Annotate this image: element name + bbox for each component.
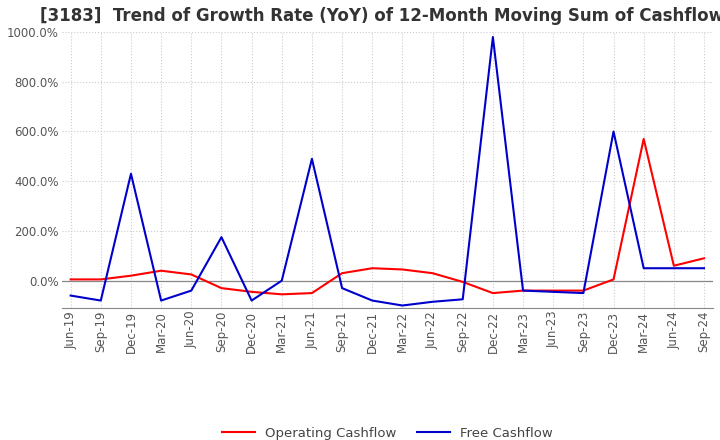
- Free Cashflow: [307, 156, 316, 161]
- Operating Cashflow: [368, 266, 377, 271]
- Free Cashflow: [157, 298, 166, 303]
- Operating Cashflow: [187, 272, 196, 277]
- Free Cashflow: [368, 298, 377, 303]
- Operating Cashflow: [489, 290, 498, 296]
- Operating Cashflow: [670, 263, 678, 268]
- Free Cashflow: [217, 235, 226, 240]
- Operating Cashflow: [639, 136, 648, 142]
- Operating Cashflow: [127, 273, 135, 279]
- Operating Cashflow: [700, 256, 708, 261]
- Operating Cashflow: [579, 288, 588, 293]
- Free Cashflow: [549, 289, 557, 294]
- Line: Operating Cashflow: Operating Cashflow: [71, 139, 704, 294]
- Operating Cashflow: [518, 288, 527, 293]
- Operating Cashflow: [247, 289, 256, 294]
- Operating Cashflow: [338, 271, 346, 276]
- Free Cashflow: [670, 266, 678, 271]
- Operating Cashflow: [398, 267, 407, 272]
- Free Cashflow: [127, 171, 135, 176]
- Operating Cashflow: [157, 268, 166, 273]
- Free Cashflow: [398, 303, 407, 308]
- Legend: Operating Cashflow, Free Cashflow: Operating Cashflow, Free Cashflow: [217, 422, 558, 440]
- Free Cashflow: [489, 34, 498, 40]
- Free Cashflow: [338, 286, 346, 291]
- Free Cashflow: [639, 266, 648, 271]
- Free Cashflow: [187, 288, 196, 293]
- Free Cashflow: [579, 290, 588, 296]
- Operating Cashflow: [549, 288, 557, 293]
- Operating Cashflow: [96, 277, 105, 282]
- Free Cashflow: [66, 293, 75, 298]
- Free Cashflow: [428, 299, 437, 304]
- Free Cashflow: [459, 297, 467, 302]
- Free Cashflow: [609, 129, 618, 134]
- Free Cashflow: [247, 298, 256, 303]
- Free Cashflow: [277, 278, 286, 283]
- Operating Cashflow: [277, 292, 286, 297]
- Operating Cashflow: [428, 271, 437, 276]
- Free Cashflow: [700, 266, 708, 271]
- Operating Cashflow: [217, 286, 226, 291]
- Operating Cashflow: [66, 277, 75, 282]
- Title: [3183]  Trend of Growth Rate (YoY) of 12-Month Moving Sum of Cashflows: [3183] Trend of Growth Rate (YoY) of 12-…: [40, 7, 720, 25]
- Free Cashflow: [518, 288, 527, 293]
- Operating Cashflow: [307, 290, 316, 296]
- Operating Cashflow: [459, 279, 467, 285]
- Free Cashflow: [96, 298, 105, 303]
- Operating Cashflow: [609, 277, 618, 282]
- Line: Free Cashflow: Free Cashflow: [71, 37, 704, 305]
